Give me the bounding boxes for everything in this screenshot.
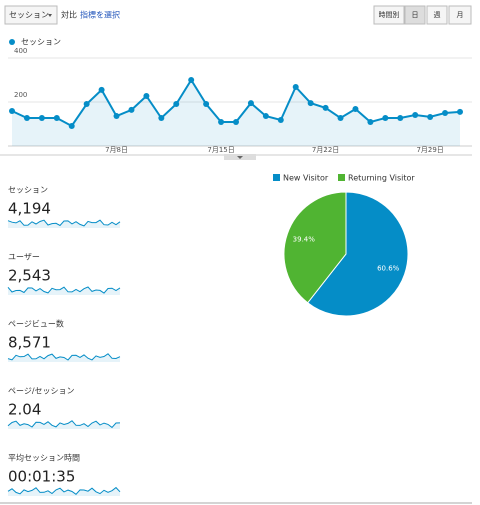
metric-value: 4,194	[8, 200, 51, 218]
legend-label[interactable]: New Visitor	[283, 174, 329, 183]
point[interactable]	[442, 109, 449, 116]
point[interactable]	[173, 100, 180, 107]
toggle-button[interactable]	[426, 5, 448, 25]
sparkline	[7, 420, 121, 429]
metric-label: ユーザー	[8, 253, 40, 262]
sparkline-area	[8, 487, 120, 496]
toggle-label[interactable]: 週	[434, 10, 441, 19]
point[interactable]	[53, 115, 60, 122]
point[interactable]	[98, 86, 105, 93]
point[interactable]	[457, 108, 463, 115]
point[interactable]	[143, 93, 150, 100]
point[interactable]	[158, 115, 165, 122]
slice-label: 60.6%	[377, 265, 400, 273]
point[interactable]	[397, 115, 404, 122]
line-area	[12, 80, 460, 146]
compare-link[interactable]: 指標を選択	[80, 10, 120, 20]
x-tick-label: 7月15日	[207, 146, 234, 154]
point[interactable]	[427, 113, 434, 120]
sparkline-area	[8, 287, 120, 295]
pie-slice[interactable]	[283, 191, 347, 304]
point[interactable]	[337, 115, 344, 122]
sparkline	[7, 353, 121, 361]
x-tick-label: 7月22日	[312, 146, 339, 154]
metric-label: セッション	[8, 186, 48, 195]
toggle-button[interactable]	[373, 5, 405, 25]
x-tick-label: 7月29日	[416, 146, 443, 154]
metric-label: ページビュー数	[8, 319, 64, 329]
collapse-arrow	[237, 156, 243, 159]
metric-label: 平均セッション時間	[8, 453, 80, 463]
x-tick-label: 7月8日	[105, 146, 128, 154]
pie-slice[interactable]	[306, 191, 409, 317]
toggle-button[interactable]	[404, 5, 426, 25]
point[interactable]	[38, 115, 45, 122]
sparkline	[7, 286, 121, 294]
dropdown-arrow	[48, 14, 52, 17]
point[interactable]	[23, 115, 30, 122]
metric-label: ページ/セッション	[8, 387, 75, 396]
toggle-label[interactable]: 日	[412, 11, 419, 19]
metric-select[interactable]: セッション	[9, 11, 49, 20]
sparkline	[7, 486, 121, 495]
point[interactable]	[352, 106, 359, 113]
point[interactable]	[262, 113, 269, 120]
y-tick-label: 200	[14, 91, 27, 99]
slice-label: 39.4%	[293, 235, 316, 243]
legend-label[interactable]: Returning Visitor	[348, 174, 415, 183]
compare-prefix: 対比	[61, 10, 77, 20]
sparkline-area	[8, 220, 120, 228]
toggle-label[interactable]: 時間別	[379, 10, 400, 19]
point[interactable]	[83, 100, 90, 107]
point[interactable]	[307, 100, 314, 107]
point[interactable]	[233, 119, 239, 126]
point[interactable]	[128, 106, 135, 113]
point[interactable]	[9, 107, 15, 114]
metric-dropdown[interactable]	[4, 5, 58, 25]
point[interactable]	[277, 117, 284, 124]
metric-value: 2,543	[8, 267, 51, 285]
point[interactable]	[292, 84, 299, 91]
toggle-button[interactable]	[448, 5, 472, 25]
legend-dot	[9, 39, 15, 45]
point[interactable]	[367, 119, 374, 126]
legend-label: セッション	[21, 38, 61, 47]
toggle-label[interactable]: 月	[457, 11, 464, 19]
point[interactable]	[68, 122, 75, 129]
point[interactable]	[412, 111, 419, 118]
point[interactable]	[188, 76, 195, 83]
legend-swatch	[338, 174, 345, 181]
sparkline	[7, 219, 121, 227]
point[interactable]	[382, 115, 389, 122]
point[interactable]	[203, 100, 210, 107]
metric-value: 2.04	[8, 401, 41, 419]
metric-value: 00:01:35	[8, 468, 75, 486]
legend-swatch	[273, 174, 280, 181]
point[interactable]	[113, 113, 120, 120]
point[interactable]	[218, 119, 225, 126]
metric-value: 8,571	[8, 334, 51, 352]
point[interactable]	[322, 104, 329, 111]
y-tick-label: 400	[14, 47, 27, 55]
point[interactable]	[247, 100, 254, 107]
